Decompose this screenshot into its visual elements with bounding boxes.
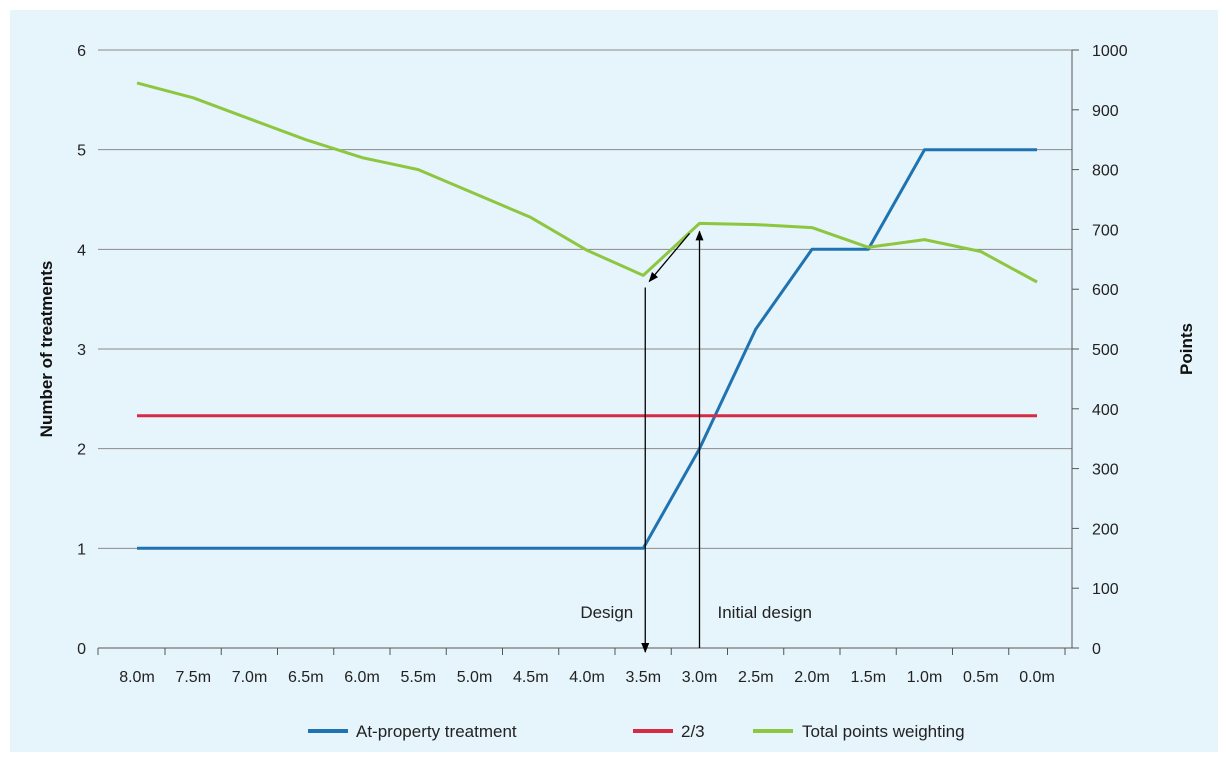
x-tick-label: 8.0m [119,669,155,686]
y-right-axis-title: Points [1177,323,1196,375]
x-tick-label: 7.0m [232,669,268,686]
x-tick-label: 5.0m [457,669,493,686]
chart-svg: 0 1 2 3 4 5 6 0 100 200 300 400 500 600 700 800 900 1000 8… [37,43,1196,741]
x-tick-label: 6.5m [288,669,324,686]
x-tick-label: 2.5m [738,669,774,686]
y-right-tick-label: 1000 [1092,43,1128,60]
y-left-tick-label: 2 [77,442,86,459]
annotation-design: Design [580,603,633,622]
annotations: Design Initial design [580,230,813,653]
legend-label: 2/3 [681,722,705,741]
y-left-tick-label: 0 [77,641,86,658]
y-right-tick-label: 900 [1092,103,1119,120]
y-right-tick-label: 500 [1092,342,1119,359]
legend-label: At-property treatment [356,722,517,741]
y-right-tick-label: 0 [1092,641,1101,658]
y-right-tick-label: 300 [1092,462,1119,479]
x-tick-label: 5.5m [400,669,436,686]
series-line-total-points-weighting [136,81,1038,284]
legend: At-property treatment 2/3 Total points wei… [308,722,965,741]
y-left-tick-label: 1 [77,541,86,558]
x-tick-label: 1.5m [850,669,886,686]
chart-panel: 0 1 2 3 4 5 6 0 100 200 300 400 500 600 700 800 900 1000 8… [10,10,1218,752]
y-left-tick-label: 4 [77,242,86,259]
series-lines [136,81,1038,550]
axes: 0 1 2 3 4 5 6 0 100 200 300 400 500 600 700 800 900 1000 8… [37,43,1196,686]
x-tick-label: 3.0m [682,669,718,686]
annotation-initial-design: Initial design [718,603,813,622]
x-tick-label: 6.0m [344,669,380,686]
x-tick-label: 4.5m [513,669,549,686]
x-tick-label: 0.0m [1019,669,1055,686]
x-tick-label: 3.5m [625,669,661,686]
legend-label: Total points weighting [802,722,965,741]
y-right-tick-label: 400 [1092,402,1119,419]
y-right-tick-label: 600 [1092,282,1119,299]
x-tick-label: 7.5m [175,669,211,686]
y-right-tick-label: 200 [1092,521,1119,538]
x-tick-label: 1.0m [907,669,943,686]
y-left-axis-title: Number of treatments [37,261,56,438]
y-right-tick-label: 700 [1092,222,1119,239]
series-line-at-property-treatment [137,148,1037,550]
y-right-tick-label: 800 [1092,163,1119,180]
x-tick-label: 2.0m [794,669,830,686]
shift-arrow [648,233,690,283]
y-left-tick-label: 3 [77,342,86,359]
y-left-tick-label: 6 [77,43,86,60]
y-left-tick-label: 5 [77,143,86,160]
grid-lines [98,49,1072,549]
y-right-tick-label: 100 [1092,581,1119,598]
x-tick-label: 4.0m [569,669,605,686]
x-tick-label: 0.5m [963,669,999,686]
